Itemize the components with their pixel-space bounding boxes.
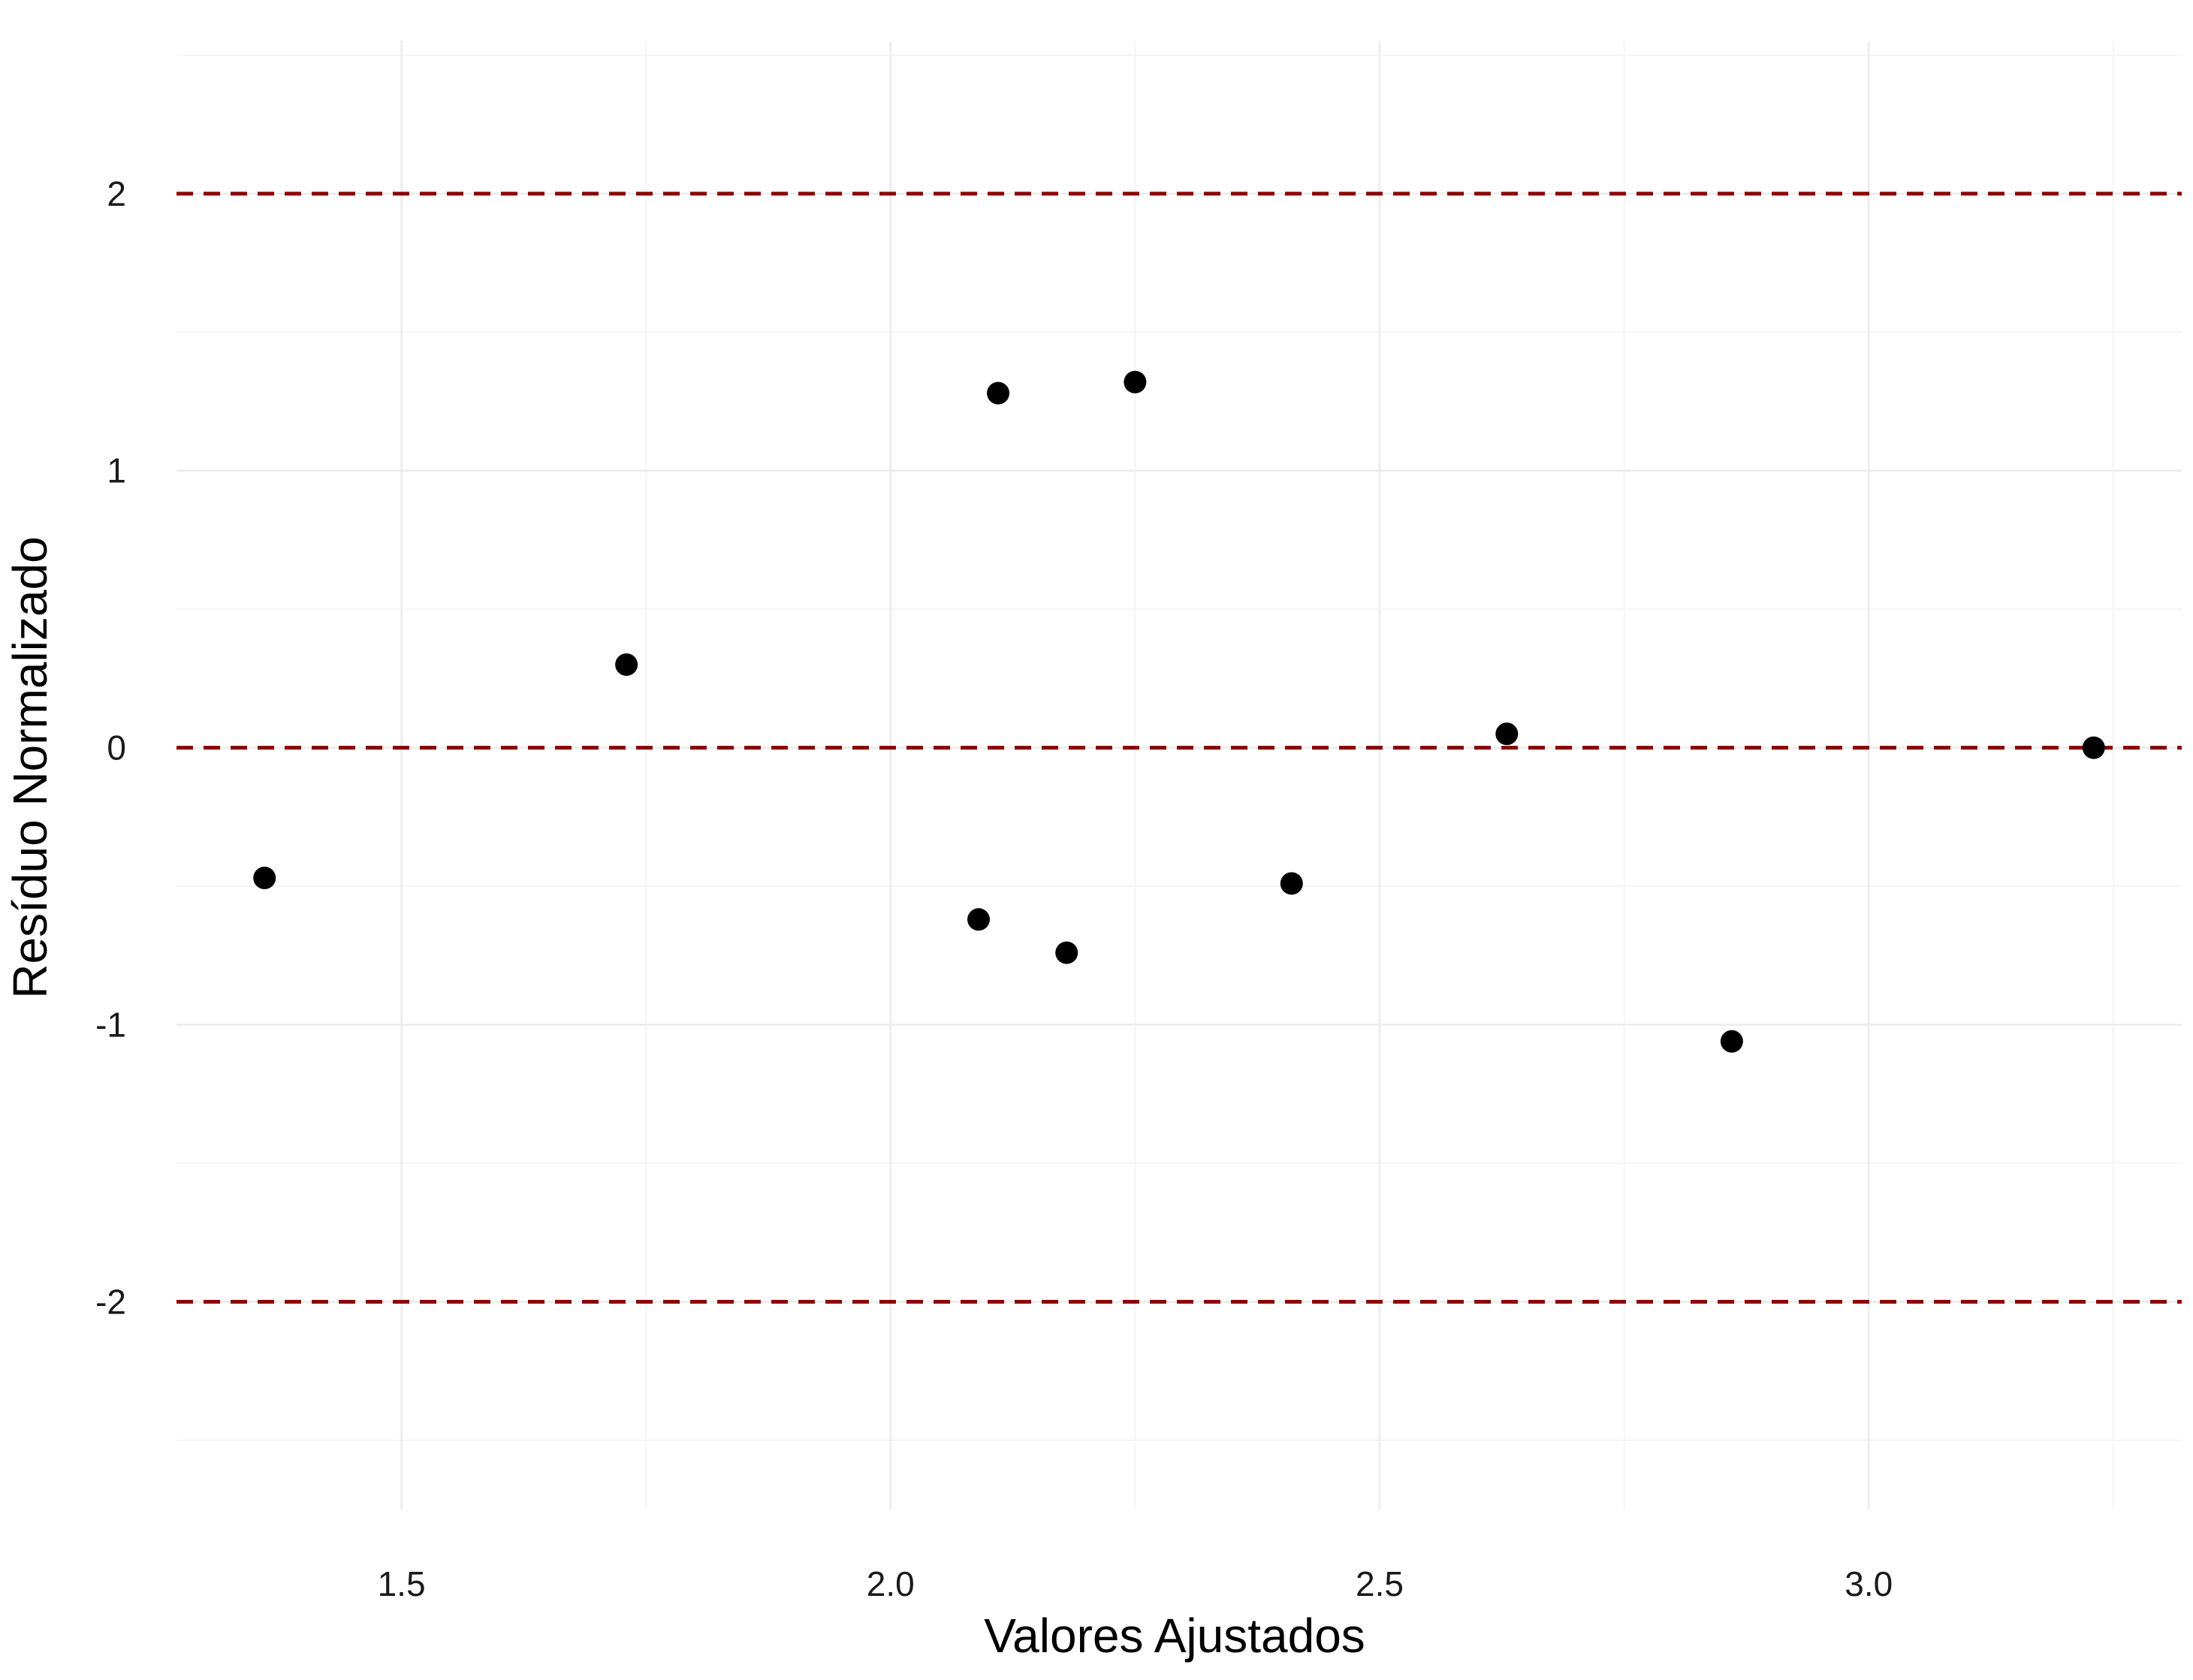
data-point	[967, 908, 990, 931]
minor-grid	[176, 41, 2182, 1510]
data-point	[253, 866, 276, 889]
data-point	[1055, 941, 1078, 964]
y-tick-label: 2	[107, 174, 126, 213]
data-point	[1495, 722, 1519, 746]
data-point	[1280, 872, 1303, 895]
data-point	[1720, 1030, 1743, 1053]
x-tick-label: 2.0	[867, 1564, 915, 1603]
major-grid	[176, 41, 2182, 1510]
y-axis-tick-labels: -2 -1 0 1 2	[95, 174, 126, 1321]
data-point	[1124, 370, 1147, 394]
x-tick-label: 3.0	[1845, 1564, 1893, 1603]
y-tick-label: 1	[107, 451, 126, 490]
x-axis-tick-labels: 1.5 2.0 2.5 3.0	[378, 1564, 1893, 1603]
data-points	[253, 370, 2105, 1053]
x-axis-title: Valores Ajustados	[984, 1609, 1365, 1663]
x-tick-label: 2.5	[1356, 1564, 1404, 1603]
data-point	[615, 653, 638, 676]
x-tick-label: 1.5	[378, 1564, 426, 1603]
y-axis-title: Resíduo Normalizado	[3, 536, 57, 998]
y-tick-label: -1	[95, 1005, 126, 1044]
data-point	[2082, 736, 2105, 759]
y-tick-label: -2	[95, 1282, 126, 1321]
data-point	[987, 382, 1010, 405]
reference-lines	[176, 192, 2182, 1304]
y-tick-label: 0	[107, 728, 126, 768]
